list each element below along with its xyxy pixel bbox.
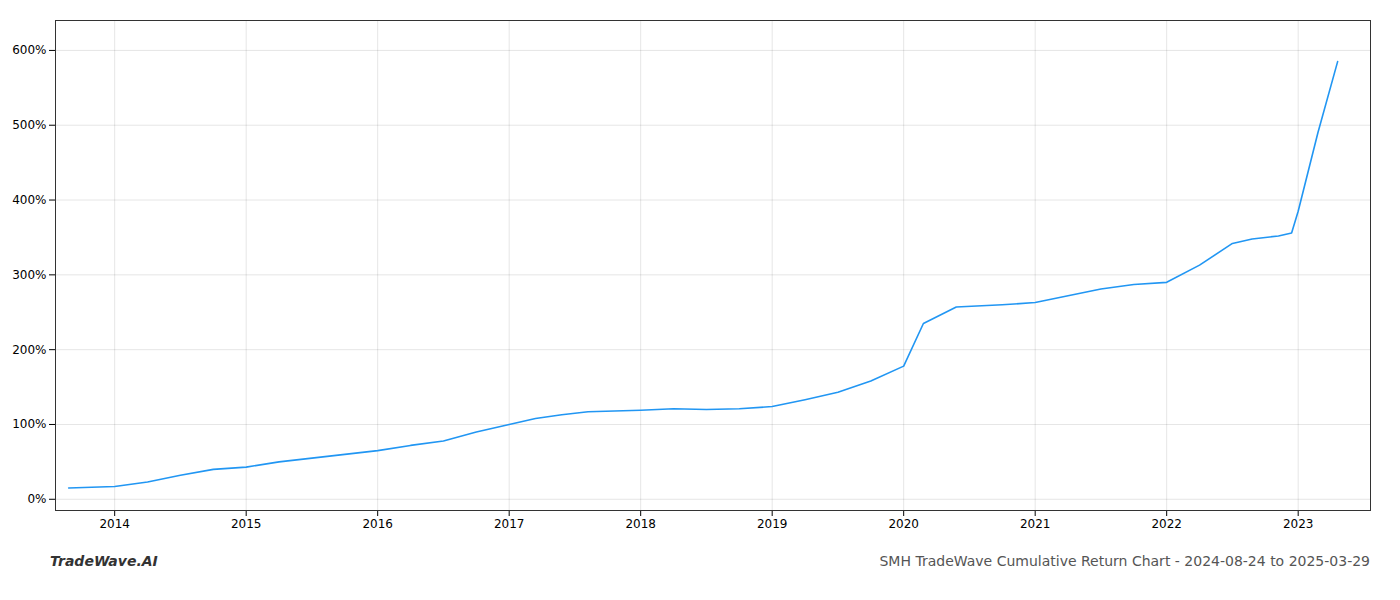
svg-text:2017: 2017 [494,517,525,531]
html-text:SMH TradeWave Cumulative Retur: SMH TradeWave Cumulative Return Chart - … [879,553,1370,569]
svg-text:2023: 2023 [1283,517,1314,531]
svg-text:2019: 2019 [757,517,788,531]
svg-text:2022: 2022 [1151,517,1182,531]
svg-text:100%: 100% [12,417,46,431]
svg-text:2016: 2016 [362,517,393,531]
html-text:TradeWave.AI: TradeWave.AI [50,553,158,569]
svg-text:0%: 0% [27,492,46,506]
svg-text:600%: 600% [12,43,46,57]
svg-text:2014: 2014 [99,517,130,531]
svg-text:2020: 2020 [888,517,919,531]
svg-text:2015: 2015 [231,517,262,531]
svg-text:300%: 300% [12,268,46,282]
svg-text:500%: 500% [12,118,46,132]
svg-text:200%: 200% [12,343,46,357]
svg-text:2018: 2018 [625,517,656,531]
svg-text:400%: 400% [12,193,46,207]
svg-text:2021: 2021 [1020,517,1051,531]
